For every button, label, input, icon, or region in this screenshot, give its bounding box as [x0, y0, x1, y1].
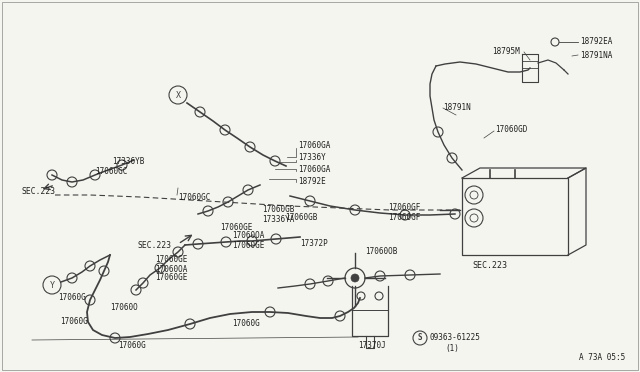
Text: Y: Y [49, 280, 54, 289]
Text: 17060G: 17060G [58, 294, 86, 302]
Text: 18795M: 18795M [492, 48, 520, 57]
Text: SEC.223: SEC.223 [472, 260, 508, 269]
Text: 17060GA: 17060GA [298, 141, 330, 150]
Text: 17060GE: 17060GE [232, 241, 264, 250]
Text: 17336YA: 17336YA [262, 215, 294, 224]
Text: 17060OB: 17060OB [365, 247, 397, 257]
Text: S: S [418, 334, 422, 343]
Text: 18791NA: 18791NA [580, 51, 612, 60]
Text: 17060GE: 17060GE [220, 224, 252, 232]
Text: 17060GC: 17060GC [95, 167, 127, 176]
Text: 18792EA: 18792EA [580, 38, 612, 46]
Text: SEC.223: SEC.223 [138, 241, 172, 250]
Text: 17370J: 17370J [358, 340, 386, 350]
Text: X: X [175, 90, 180, 99]
Text: 17372P: 17372P [300, 240, 328, 248]
Text: 17060GB: 17060GB [262, 205, 294, 214]
Text: SEC.223: SEC.223 [22, 187, 56, 196]
Text: 17060GB: 17060GB [285, 212, 317, 221]
Text: 17060GF: 17060GF [388, 203, 420, 212]
Text: 17060G: 17060G [232, 318, 260, 327]
Text: 18791N: 18791N [443, 103, 471, 112]
Text: 17060OA: 17060OA [232, 231, 264, 241]
Text: 18792E: 18792E [298, 177, 326, 186]
Text: A 73A 05:5: A 73A 05:5 [579, 353, 625, 362]
Text: 17060OA: 17060OA [155, 264, 188, 273]
Text: (1): (1) [445, 343, 459, 353]
Text: 17060O: 17060O [110, 304, 138, 312]
Text: 17336Y: 17336Y [298, 154, 326, 163]
Text: 09363-61225: 09363-61225 [430, 334, 481, 343]
Text: 17060GE: 17060GE [155, 273, 188, 282]
Text: 17060GA: 17060GA [298, 166, 330, 174]
Text: 17336YB: 17336YB [112, 157, 145, 167]
Text: 17060GC: 17060GC [178, 192, 211, 202]
Text: 17060G: 17060G [60, 317, 88, 327]
Text: 17060GE: 17060GE [155, 256, 188, 264]
Text: 17060GF: 17060GF [388, 214, 420, 222]
Text: 17060G: 17060G [118, 340, 146, 350]
Circle shape [351, 274, 359, 282]
Text: 17060GD: 17060GD [495, 125, 527, 135]
